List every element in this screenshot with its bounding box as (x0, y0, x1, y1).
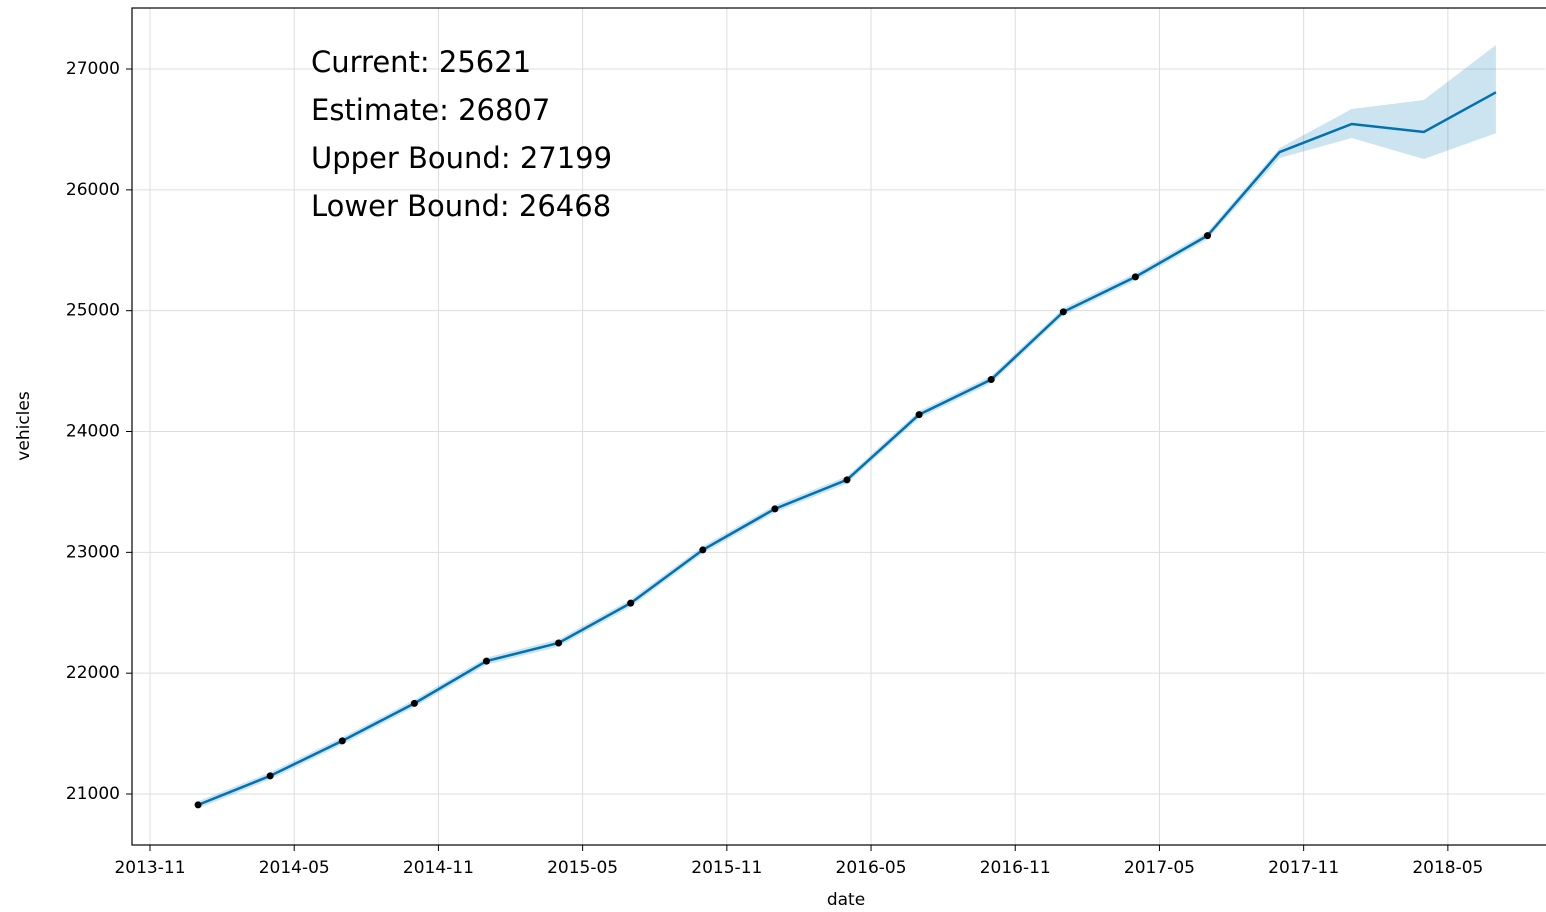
x-tick-label: 2018-05 (1412, 858, 1483, 878)
data-point (699, 546, 707, 554)
y-tick-label: 22000 (66, 663, 120, 683)
y-axis-label: vehicles (14, 391, 34, 461)
data-point (843, 476, 851, 484)
data-point (338, 737, 346, 745)
annotation: Upper Bound: 27199 (311, 141, 612, 175)
data-point (410, 699, 418, 707)
x-tick-label: 2016-11 (980, 858, 1051, 878)
data-point (482, 657, 490, 665)
data-point (1059, 308, 1067, 316)
annotation: Estimate: 26807 (311, 93, 550, 127)
data-point (1204, 232, 1212, 240)
x-tick-label: 2017-11 (1268, 858, 1339, 878)
uncertainty-band (198, 44, 1496, 809)
x-tick-label: 2016-05 (836, 858, 907, 878)
data-point (194, 801, 202, 809)
data-point (1131, 273, 1139, 281)
x-tick-label: 2015-11 (691, 858, 762, 878)
y-tick-label: 26000 (66, 180, 120, 200)
data-point (987, 376, 995, 384)
annotation: Lower Bound: 26468 (311, 189, 611, 223)
data-point (627, 599, 635, 607)
x-axis-label: date (827, 890, 865, 910)
x-tick-label: 2014-11 (403, 858, 474, 878)
data-point (915, 411, 923, 419)
x-tick-label: 2014-05 (259, 858, 330, 878)
annotation: Current: 25621 (311, 45, 531, 79)
x-tick-label: 2013-11 (114, 858, 185, 878)
x-tick-label: 2017-05 (1124, 858, 1195, 878)
y-tick-label: 24000 (66, 422, 120, 442)
y-tick-label: 23000 (66, 542, 120, 562)
y-tick-label: 27000 (66, 59, 120, 79)
data-point (266, 772, 274, 780)
y-tick-label: 21000 (66, 784, 120, 804)
data-point (771, 505, 779, 513)
data-point (555, 639, 563, 647)
axes-frame (131, 7, 1546, 846)
x-tick-label: 2015-05 (547, 858, 618, 878)
y-tick-label: 25000 (66, 301, 120, 321)
